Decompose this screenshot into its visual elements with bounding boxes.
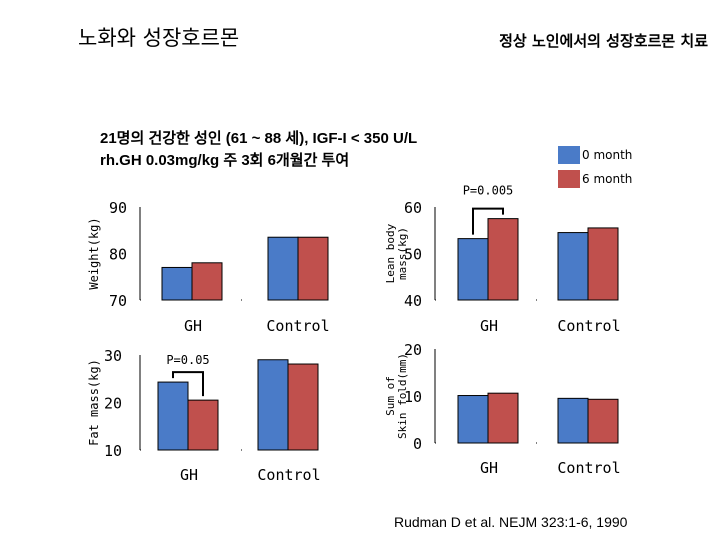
bar-gh-6month bbox=[487, 392, 519, 444]
y-tick-label: 80 bbox=[109, 246, 127, 264]
y-tick-label: 0 bbox=[413, 435, 422, 453]
slide-title: 노화와 성장호르몬 bbox=[78, 26, 240, 50]
bar-gh-6month bbox=[487, 218, 519, 301]
legend-label-0month: 0 month bbox=[582, 148, 633, 162]
y-axis-title: Weight(kg) bbox=[87, 217, 101, 289]
bar-gh-6month bbox=[187, 399, 219, 451]
y-tick-label: 20 bbox=[404, 341, 422, 359]
category-label: GH bbox=[480, 317, 498, 335]
category-label: Control bbox=[557, 459, 620, 477]
study-description-line-1: 21명의 건강한 성인 (61 ~ 88 세), IGF-I < 350 U/L bbox=[100, 130, 418, 147]
p-value-annotation: P=0.05 bbox=[166, 353, 209, 367]
y-tick-label: 90 bbox=[109, 199, 127, 217]
bar-control-6month bbox=[587, 227, 619, 301]
significance-bracket bbox=[472, 207, 504, 235]
study-description-line-2: rh.GH 0.03mg/kg 주 3회 6개월간 투여 bbox=[100, 152, 350, 169]
bar-control-6month bbox=[297, 236, 329, 301]
bar-control-0month bbox=[257, 359, 289, 451]
y-tick-label: 20 bbox=[104, 395, 122, 413]
y-axis-title: Lean bodymass(kg) bbox=[384, 223, 409, 283]
category-label: GH bbox=[480, 459, 498, 477]
bar-control-6month bbox=[587, 398, 619, 444]
legend-label-6month: 6 month bbox=[582, 172, 633, 186]
y-tick-label: 50 bbox=[404, 246, 422, 264]
y-tick-label: 40 bbox=[404, 292, 422, 310]
bar-control-6month bbox=[287, 363, 319, 451]
bar-gh-0month bbox=[161, 266, 193, 301]
y-axis-title: Fat mass(kg) bbox=[87, 359, 101, 446]
y-tick-label: 30 bbox=[104, 347, 122, 365]
slide-subtitle: 정상 노인에서의 성장호르몬 치료 bbox=[499, 32, 708, 50]
y-tick-label: 60 bbox=[404, 199, 422, 217]
legend-swatch-6month bbox=[558, 170, 580, 188]
y-tick-label: 10 bbox=[404, 388, 422, 406]
y-tick-label: 70 bbox=[109, 292, 127, 310]
p-value-annotation: P=0.005 bbox=[463, 184, 514, 198]
y-axis-title: Sum ofSkin fold(mm) bbox=[384, 353, 409, 439]
bar-gh-0month bbox=[457, 238, 489, 301]
bar-control-0month bbox=[267, 236, 299, 301]
bar-control-0month bbox=[557, 397, 589, 444]
category-label: Control bbox=[557, 317, 620, 335]
legend-swatch-0month bbox=[558, 146, 580, 164]
category-label: Control bbox=[266, 317, 329, 335]
bar-gh-6month bbox=[191, 262, 223, 301]
category-label: GH bbox=[180, 466, 198, 484]
y-tick-label: 10 bbox=[104, 442, 122, 460]
significance-bracket bbox=[172, 371, 204, 397]
bar-gh-0month bbox=[157, 381, 189, 451]
category-label: Control bbox=[257, 466, 320, 484]
bar-gh-0month bbox=[457, 395, 489, 444]
category-label: GH bbox=[184, 317, 202, 335]
citation: Rudman D et al. NEJM 323:1-6, 1990 bbox=[394, 514, 628, 530]
bar-control-0month bbox=[557, 232, 589, 301]
